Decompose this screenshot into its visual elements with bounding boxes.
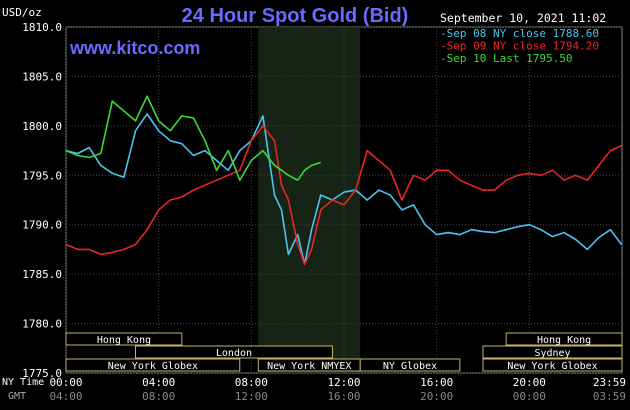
y-tick-label: 1800.0 xyxy=(22,120,62,133)
session-box xyxy=(482,345,623,359)
x-tick-label-gmt: 00:00 xyxy=(513,390,546,403)
x-tick-label-ny: 08:00 xyxy=(235,376,268,389)
session-box xyxy=(359,358,461,372)
session-label: New York Globex xyxy=(108,361,198,372)
x-tick-label-ny: 20:00 xyxy=(513,376,546,389)
session-box xyxy=(482,358,623,372)
legend: -Sep 08 NY close 1788.60-Sep 09 NY close… xyxy=(440,27,599,65)
session-label: Hong Kong xyxy=(537,335,591,346)
website-label: www.kitco.com xyxy=(69,38,200,58)
y-tick-label: 1795.0 xyxy=(22,169,62,182)
ny-session-shading xyxy=(258,27,361,373)
x-tick-label-gmt: 08:00 xyxy=(142,390,175,403)
trading-sessions: Hong Kong London New York Globex New York N… xyxy=(65,332,623,372)
session-label: New York NMYEX xyxy=(267,361,351,372)
session-box xyxy=(135,345,333,359)
x-tick-label-ny: 04:00 xyxy=(142,376,175,389)
y-tick-label: 1790.0 xyxy=(22,219,62,232)
x-tick-label-gmt: 04:00 xyxy=(49,390,82,403)
series-line xyxy=(65,125,622,266)
series-line xyxy=(65,95,322,181)
y-axis-ticks: 1810.0 1805.0 1800.0 1795.0 1790.0 1785.0 1780… xyxy=(22,21,62,380)
x-tick-label-gmt: 03:59 xyxy=(593,390,626,403)
session-label: NY Globex xyxy=(383,361,437,372)
session-box xyxy=(65,358,241,372)
gmt-label: GMT xyxy=(8,391,26,402)
x-tick-label-gmt: 20:00 xyxy=(420,390,453,403)
session-label: Sydney xyxy=(534,348,570,359)
x-tick-label-gmt: 12:00 xyxy=(235,390,268,403)
legend-entry: -Sep 09 NY close 1794.20 xyxy=(440,40,599,53)
x-axis-ticks: 00:0004:0004:0008:0008:0012:0012:0016:00… xyxy=(49,376,626,403)
series-lines xyxy=(65,95,623,266)
y-tick-label: 1805.0 xyxy=(22,70,62,83)
y-tick-label: 1780.0 xyxy=(22,318,62,331)
session-box xyxy=(65,332,183,346)
session-label: New York Globex xyxy=(507,361,597,372)
session-label: Hong Kong xyxy=(97,335,151,346)
x-tick-label-ny: 12:00 xyxy=(327,376,360,389)
y-tick-label: 1775.0 xyxy=(22,367,62,380)
x-tick-label-ny: 00:00 xyxy=(49,376,82,389)
chart-title: 24 Hour Spot Gold (Bid) xyxy=(182,5,409,27)
timestamp: September 10, 2021 11:02 xyxy=(440,11,606,25)
session-box xyxy=(505,332,623,346)
x-tick-label-ny: 23:59 xyxy=(593,376,626,389)
x-tick-label-ny: 16:00 xyxy=(420,376,453,389)
legend-entry: -Sep 08 NY close 1788.60 xyxy=(440,27,599,40)
legend-entry: -Sep 10 Last 1795.50 xyxy=(440,52,572,65)
y-axis-label: USD/oz xyxy=(2,6,42,19)
ny-time-label: NY Time xyxy=(2,377,44,388)
session-label: London xyxy=(216,348,252,359)
y-tick-label: 1810.0 xyxy=(22,21,62,34)
y-tick-label: 1785.0 xyxy=(22,268,62,281)
x-tick-label-gmt: 16:00 xyxy=(327,390,360,403)
grid-lines xyxy=(65,26,623,374)
